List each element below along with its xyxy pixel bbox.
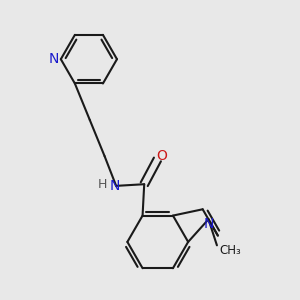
Text: CH₃: CH₃ <box>220 244 241 257</box>
Text: N: N <box>48 52 59 66</box>
Text: N: N <box>203 217 214 231</box>
Text: H: H <box>98 178 107 191</box>
Text: N: N <box>109 179 120 193</box>
Text: O: O <box>156 149 167 163</box>
